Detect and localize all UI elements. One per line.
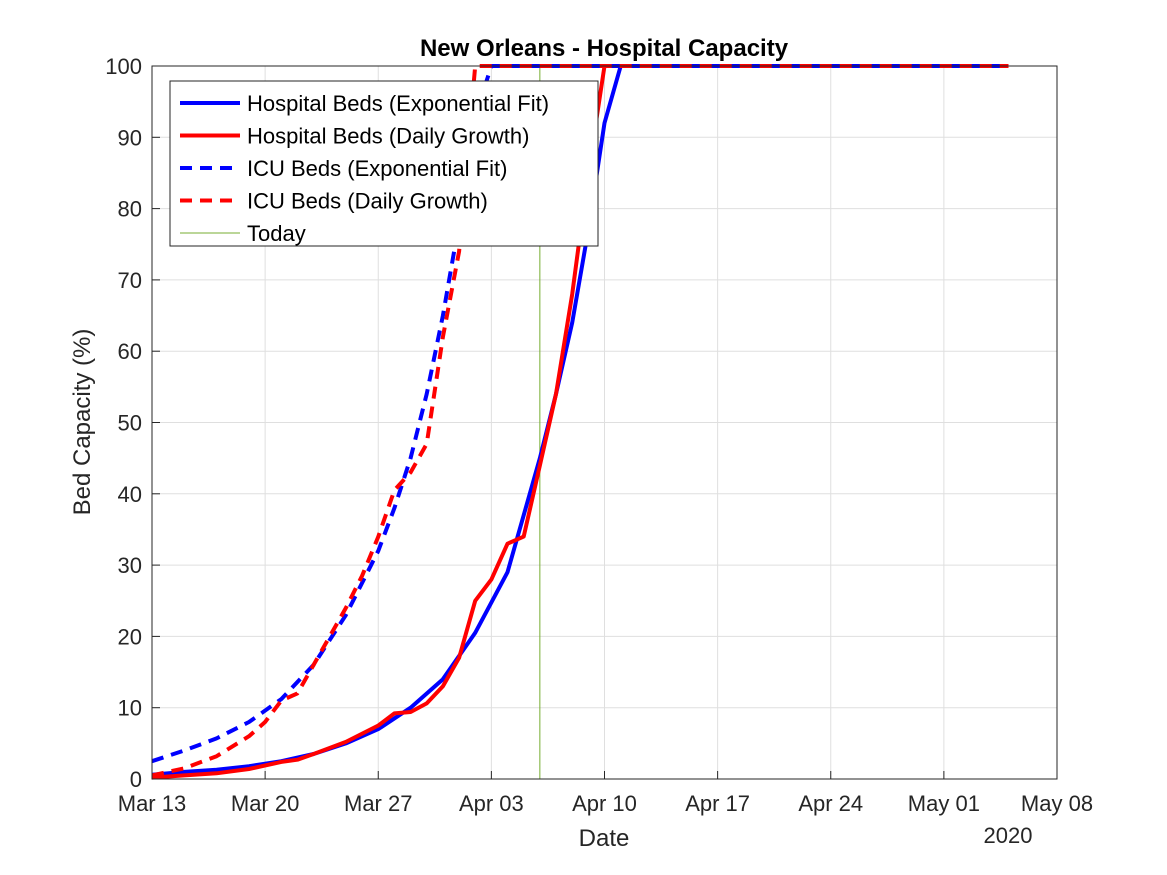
x-tick-label: Apr 03	[459, 791, 524, 816]
y-tick-label: 70	[118, 268, 142, 293]
series-line-2	[151, 64, 1009, 764]
y-tick-label: 30	[118, 553, 142, 578]
y-axis: 0 10 20 30 40 50 60 70 80 90 100	[105, 54, 160, 792]
x-tick-label: Apr 10	[572, 791, 637, 816]
y-tick-label: 0	[130, 767, 142, 792]
y-axis-label: Bed Capacity (%)	[69, 329, 96, 516]
x-axis-label: Date	[579, 825, 630, 852]
y-tick-label: 80	[118, 197, 142, 222]
y-tick-label: 60	[118, 339, 142, 364]
legend-label: Hospital Beds (Exponential Fit)	[247, 91, 549, 116]
y-tick-label: 90	[118, 125, 142, 150]
year-label: 2020	[984, 823, 1033, 848]
series-layer	[151, 64, 1009, 780]
y-tick-label: 100	[105, 54, 142, 79]
series-line-3	[151, 64, 1009, 778]
legend-label: ICU Beds (Exponential Fit)	[247, 156, 507, 181]
x-tick-label: May 08	[1021, 791, 1093, 816]
y-tick-label: 20	[118, 624, 142, 649]
x-tick-label: May 01	[908, 791, 980, 816]
y-tick-label: 40	[118, 482, 142, 507]
legend: Hospital Beds (Exponential Fit) Hospital …	[169, 80, 599, 247]
x-tick-label: Mar 20	[231, 791, 299, 816]
chart-title: New Orleans - Hospital Capacity	[420, 35, 789, 62]
y-tick-label: 10	[118, 696, 142, 721]
series-line-1	[151, 64, 1009, 780]
legend-box	[169, 80, 599, 247]
x-tick-label: Mar 13	[118, 791, 186, 816]
x-tick-label: Apr 17	[685, 791, 750, 816]
y-tick-label: 50	[118, 411, 142, 436]
legend-label: ICU Beds (Daily Growth)	[247, 189, 488, 214]
x-tick-label: Apr 24	[798, 791, 863, 816]
grid	[152, 66, 1057, 779]
legend-label: Today	[247, 221, 306, 246]
legend-label: Hospital Beds (Daily Growth)	[247, 124, 529, 149]
x-tick-label: Mar 27	[344, 791, 412, 816]
x-axis: Mar 13 Mar 20 Mar 27 Apr 03 Apr 10 Apr 17 Apr …	[118, 771, 1093, 816]
